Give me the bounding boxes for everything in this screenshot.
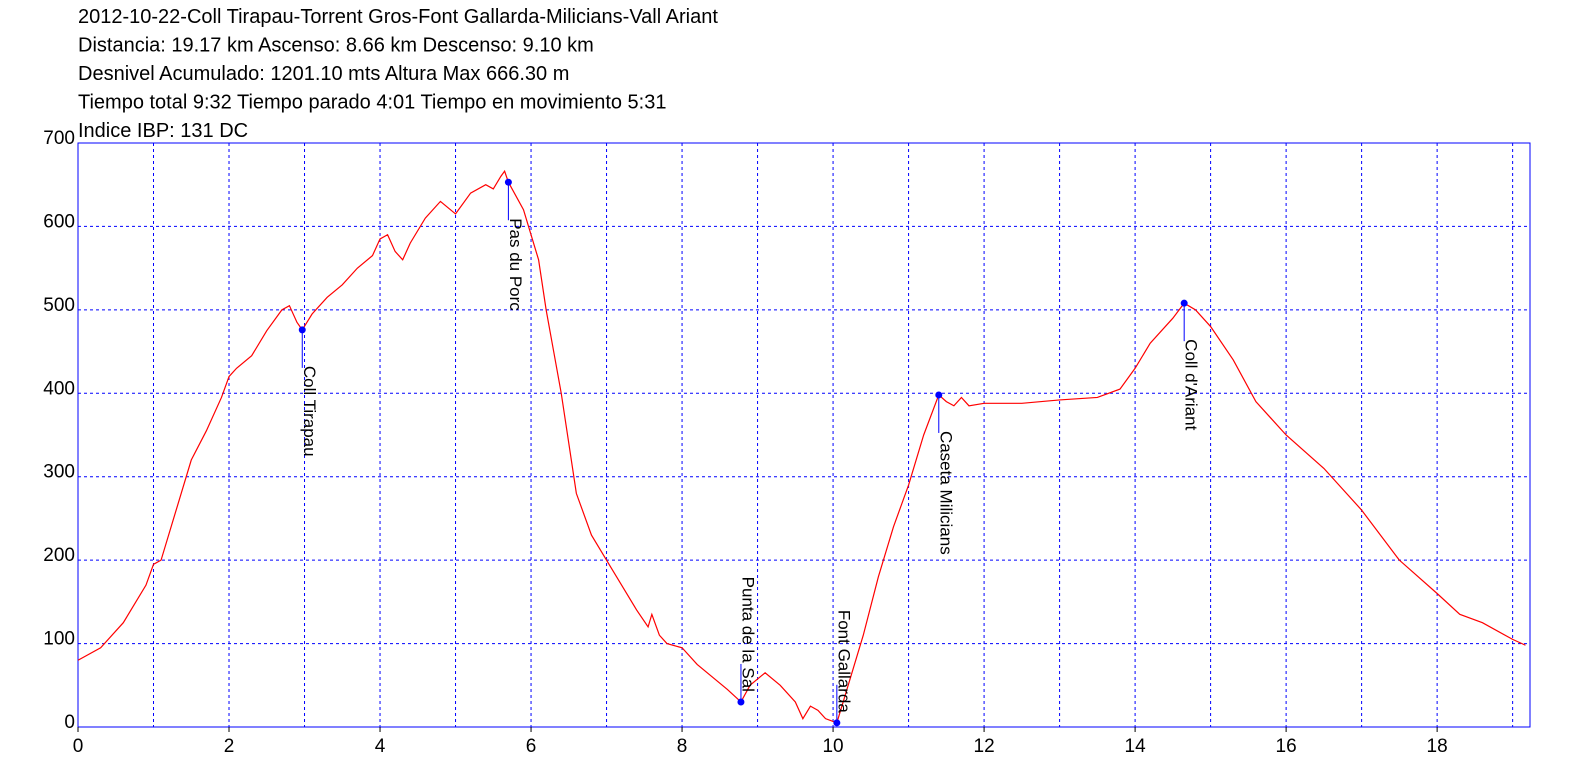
waypoint (504, 178, 512, 186)
y-tick-label: 200 (43, 545, 75, 566)
elevation-line (77, 169, 1526, 724)
waypoint (833, 719, 841, 727)
x-tick-label: 18 (1427, 736, 1448, 757)
x-tick-label: 12 (974, 736, 995, 757)
x-tick-label: 6 (526, 736, 537, 757)
y-tick-label: 600 (43, 211, 75, 232)
x-tick-label: 14 (1125, 736, 1147, 757)
waypoint-label: Caseta Milicians (936, 431, 955, 555)
waypoint (737, 698, 745, 706)
waypoint-label: Pas du Porc (506, 218, 525, 311)
waypoint-label: Coll Tirapau (300, 366, 319, 457)
title-line: Indice IBP: 131 DC (78, 120, 248, 142)
waypoint (298, 326, 306, 334)
y-tick-label: 400 (43, 378, 75, 399)
x-tick-label: 8 (677, 736, 688, 757)
waypoint-label: Coll d'Ariant (1182, 339, 1201, 430)
waypoint (935, 391, 943, 399)
title-line: Desnivel Acumulado: 1201.10 mts Altura M… (78, 63, 569, 85)
y-tick-label: 100 (43, 629, 75, 650)
y-tick-label: 0 (64, 712, 75, 733)
y-tick-label: 500 (43, 295, 75, 316)
title-line: Distancia: 19.17 km Ascenso: 8.66 km Des… (78, 35, 594, 57)
x-tick-label: 4 (375, 736, 386, 757)
waypoint (1180, 299, 1188, 307)
x-tick-label: 2 (224, 736, 235, 757)
x-tick-label: 0 (73, 736, 84, 757)
waypoint-label: Font Gallarda (834, 610, 853, 714)
title-line: Tiempo total 9:32 Tiempo parado 4:01 Tie… (78, 92, 667, 114)
x-tick-label: 10 (822, 736, 843, 757)
waypoint-label: Punta de la Sal (738, 577, 757, 692)
title-line: 2012-10-22-Coll Tirapau-Torrent Gros-Fon… (78, 6, 718, 28)
y-tick-label: 700 (43, 128, 75, 149)
y-tick-label: 300 (43, 462, 75, 483)
plot-border (77, 142, 1531, 728)
x-tick-label: 16 (1276, 736, 1297, 757)
